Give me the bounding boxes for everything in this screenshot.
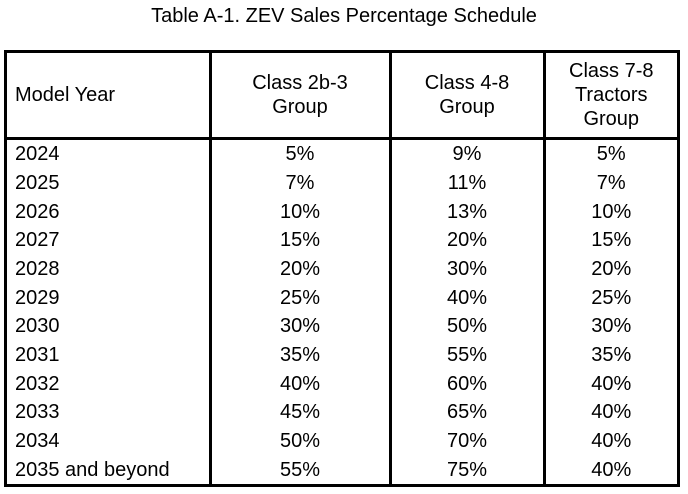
class-2b-3-cell: 10% [208, 197, 390, 226]
model-year-cell: 2032 [15, 372, 60, 395]
class-2b-3-cell: 55% [208, 455, 390, 484]
class-7-8-tractors-cell: 40% [542, 426, 677, 456]
table-row: 2033 45% 65% 40% [7, 397, 677, 427]
class-2b-3-cell: 45% [208, 397, 390, 427]
class-4-8-cell: 75% [388, 455, 544, 484]
class-4-8-cell: 60% [388, 369, 544, 398]
header-line: Class 4-8 [424, 72, 510, 94]
table-row: 2025 7% 11% 7% [7, 168, 677, 198]
class-4-8-cell: 11% [388, 168, 544, 198]
class-2b-3-cell: 20% [208, 254, 390, 284]
class-4-8-cell: 55% [388, 340, 544, 370]
table-row: 2032 40% 60% 40% [7, 369, 677, 398]
class-2b-3-cell: 15% [208, 225, 390, 255]
class-2b-3-cell: 25% [208, 283, 390, 312]
table-caption: Table A-1. ZEV Sales Percentage Schedule [151, 5, 537, 27]
class-2b-3-cell: 5% [208, 138, 390, 169]
model-year-cell: 2027 [15, 229, 60, 252]
class-7-8-tractors-cell: 10% [542, 197, 677, 226]
table-row: 2029 25% 40% 25% [7, 283, 677, 312]
class-2b-3-cell: 50% [208, 426, 390, 456]
table-row: 2028 20% 30% 20% [7, 254, 677, 284]
header-line: Model Year [15, 84, 116, 106]
class-2b-3-cell: 35% [208, 340, 390, 370]
header-class-2b-3-group: Class 2b-3 Group [208, 53, 390, 140]
class-7-8-tractors-cell: 20% [542, 254, 677, 284]
model-year-cell: 2034 [15, 429, 60, 452]
table-row: 2031 35% 55% 35% [7, 340, 677, 370]
class-2b-3-cell: 40% [208, 369, 390, 398]
class-4-8-cell: 9% [388, 138, 544, 169]
class-2b-3-cell: 30% [208, 311, 390, 341]
class-4-8-cell: 20% [388, 225, 544, 255]
zev-schedule-table-container: Model Year Class 2b-3 Group Class 4-8 Gr… [4, 50, 680, 487]
header-row: Model Year Class 2b-3 Group Class 4-8 Gr… [7, 53, 677, 140]
class-4-8-cell: 65% [388, 397, 544, 427]
model-year-cell: 2028 [15, 257, 60, 280]
model-year-cell: 2030 [15, 315, 60, 338]
model-year-cell: 2033 [15, 401, 60, 424]
model-year-cell: 2029 [15, 286, 60, 309]
header-line: Group [272, 96, 328, 118]
zev-schedule-table: Model Year Class 2b-3 Group Class 4-8 Gr… [7, 53, 677, 484]
class-7-8-tractors-cell: 7% [542, 168, 677, 198]
header-class-7-8-tractors-group: Class 7-8 Tractors Group [542, 53, 677, 140]
class-7-8-tractors-cell: 40% [542, 369, 677, 398]
class-7-8-tractors-cell: 40% [542, 397, 677, 427]
header-line: Group [583, 108, 640, 130]
class-4-8-cell: 13% [388, 197, 544, 226]
class-7-8-tractors-cell: 5% [542, 138, 677, 169]
class-4-8-cell: 70% [388, 426, 544, 456]
model-year-cell: 2024 [15, 143, 60, 166]
table-row: 2030 30% 50% 30% [7, 311, 677, 341]
table-row: 2027 15% 20% 15% [7, 225, 677, 255]
class-2b-3-cell: 7% [208, 168, 390, 198]
table-row: 2026 10% 13% 10% [7, 197, 677, 226]
header-line: Class 7-8 [569, 60, 654, 82]
class-7-8-tractors-cell: 35% [542, 340, 677, 370]
class-4-8-cell: 30% [388, 254, 544, 284]
model-year-cell: 2031 [15, 343, 60, 366]
table-row: 2034 50% 70% 40% [7, 426, 677, 456]
header-class-4-8-group: Class 4-8 Group [388, 53, 544, 140]
class-7-8-tractors-cell: 15% [542, 225, 677, 255]
model-year-cell: 2035 and beyond [15, 458, 170, 481]
model-year-cell: 2026 [15, 200, 60, 223]
class-4-8-cell: 50% [388, 311, 544, 341]
header-model-year: Model Year [7, 53, 210, 140]
model-year-cell: 2025 [15, 171, 60, 194]
class-7-8-tractors-cell: 40% [542, 455, 677, 484]
table-row: 2024 5% 9% 5% [7, 138, 677, 169]
header-line: Class 2b-3 [252, 72, 348, 94]
class-7-8-tractors-cell: 30% [542, 311, 677, 341]
table-row: 2035 and beyond 55% 75% 40% [7, 455, 677, 484]
header-line: Tractors [574, 84, 648, 106]
class-7-8-tractors-cell: 25% [542, 283, 677, 312]
class-4-8-cell: 40% [388, 283, 544, 312]
header-line: Group [439, 96, 495, 118]
